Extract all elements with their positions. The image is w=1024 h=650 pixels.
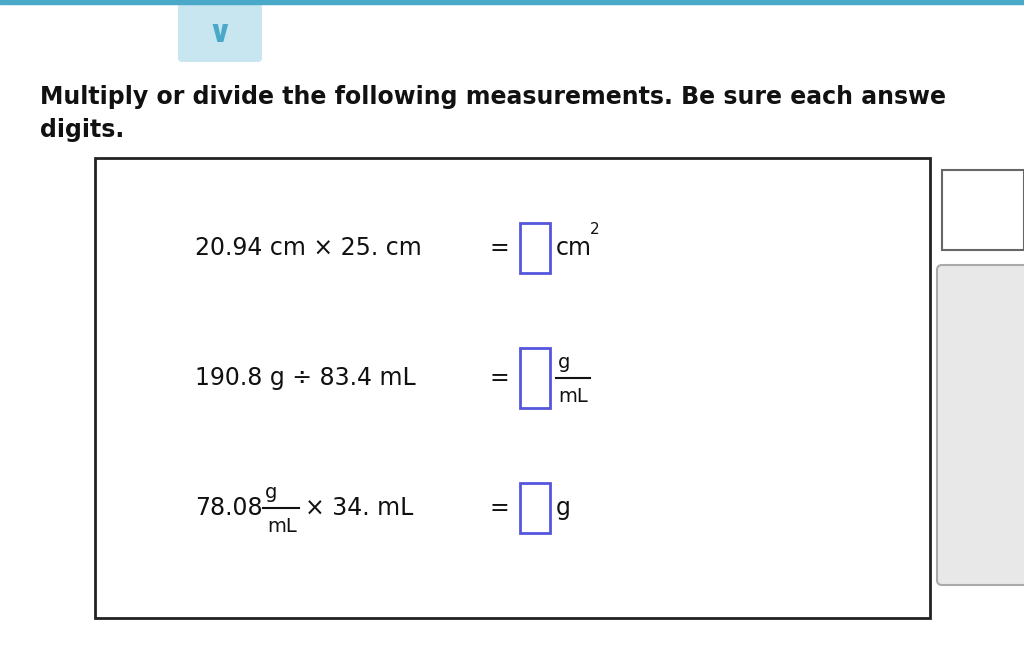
Bar: [520, 483, 550, 533]
Bar: [95, 158, 930, 618]
Text: mL: mL: [267, 517, 297, 536]
Text: =: =: [490, 366, 510, 390]
Text: ∨: ∨: [208, 18, 232, 47]
Text: Multiply or divide the following measurements. Be sure each answe: Multiply or divide the following measure…: [40, 85, 946, 109]
Text: cm: cm: [556, 236, 592, 260]
Text: mL: mL: [558, 387, 588, 406]
Text: 2: 2: [590, 222, 600, 237]
Bar: [942, 170, 1024, 250]
FancyBboxPatch shape: [937, 265, 1024, 585]
Text: =: =: [490, 496, 510, 520]
Text: g: g: [556, 496, 570, 520]
FancyBboxPatch shape: [178, 0, 262, 62]
Text: g: g: [558, 354, 570, 372]
Bar: [520, 223, 550, 273]
Text: 78.08: 78.08: [195, 496, 262, 520]
Text: g: g: [265, 482, 278, 502]
Text: × 34. mL: × 34. mL: [305, 496, 414, 520]
Text: digits.: digits.: [40, 118, 124, 142]
Bar: [0, 0, 1024, 4]
Text: 20.94 cm × 25. cm: 20.94 cm × 25. cm: [195, 236, 422, 260]
Text: =: =: [490, 236, 510, 260]
Text: 190.8 g ÷ 83.4 mL: 190.8 g ÷ 83.4 mL: [195, 366, 416, 390]
Bar: [520, 348, 550, 408]
